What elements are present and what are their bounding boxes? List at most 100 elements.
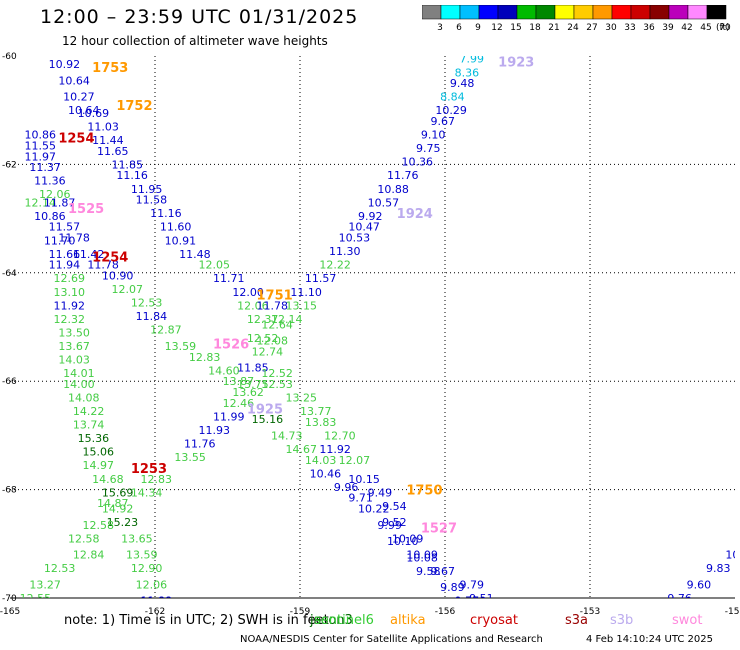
wave-height-point: 13.55	[174, 451, 206, 464]
wave-height-point: 12.05	[199, 259, 231, 272]
wave-height-point: 12.74	[252, 345, 284, 358]
wave-height-point: 10.08	[406, 551, 438, 564]
wave-height-point: 12.32	[54, 313, 86, 326]
wave-height-point: 11.66	[49, 248, 81, 261]
wave-height-point: 11.30	[329, 245, 361, 258]
wave-height-point: 13.77	[300, 405, 332, 418]
wave-height-point: 11.44	[92, 134, 124, 147]
wave-height-point: 13.67	[58, 340, 89, 353]
page-subtitle: 12 hour collection of altimeter wave hei…	[62, 34, 328, 48]
colorbar-tick-label: 12	[491, 23, 502, 33]
wave-height-point: 14.73	[271, 429, 303, 442]
wave-height-point: 12.06	[237, 299, 269, 312]
wave-height-point: 13.25	[286, 391, 318, 404]
wave-height-point: 12.55	[20, 592, 51, 605]
wave-height-point: 9.75	[416, 142, 441, 155]
wave-height-point: 12.53	[261, 378, 293, 391]
wave-height-point: 11.70	[44, 234, 75, 247]
wave-height-point: 12.69	[54, 272, 86, 285]
wave-height-point: 11.78	[87, 259, 119, 272]
wave-height-point: 11.48	[179, 248, 211, 261]
wave-height-point: 10.27	[63, 91, 95, 104]
wave-height-point: 10.09	[406, 549, 438, 562]
wave-height-point: 11.99	[213, 410, 245, 423]
wave-height-point: 9.51	[469, 592, 494, 605]
wave-height-point: 15.23	[107, 516, 138, 529]
wave-height-point: 11.57	[305, 272, 337, 285]
wave-height-point: 13.59	[165, 340, 197, 353]
pass-time-label: 1253	[131, 462, 167, 477]
wave-height-point: 11.76	[387, 169, 419, 182]
wave-height-point: 15.69	[102, 486, 134, 499]
colorbar-tick-label: 15	[510, 23, 521, 33]
wave-height-point: 11.42	[73, 248, 105, 261]
wave-height-point: 11.85	[237, 362, 269, 375]
wave-height-point: 10.15	[348, 473, 380, 486]
wave-height-point: 10.53	[339, 232, 371, 245]
wave-height-point: 10.64	[68, 104, 100, 117]
wave-height-point: 12.06	[39, 188, 71, 201]
wave-height-point: 11.55	[25, 139, 57, 152]
legend-item-s3a: s3a	[565, 613, 589, 628]
wave-height-point: 9.67	[431, 565, 456, 578]
wave-height-point: 11.87	[44, 196, 75, 209]
wave-height-point: 10.90	[102, 270, 134, 283]
wave-height-point: 9.10	[421, 129, 446, 142]
wave-height-point: 9.99	[377, 519, 402, 532]
wave-height-point: 11.97	[25, 150, 57, 163]
wave-height-point: 11.16	[116, 169, 148, 182]
wave-height-point: 12.00	[232, 286, 263, 299]
x-tick-label: -156	[435, 607, 456, 617]
wave-height-point: 11.76	[184, 438, 216, 451]
wave-height-point: 9.52	[382, 516, 407, 529]
wave-height-point: 9.83	[706, 562, 731, 575]
wave-height-point: 8.84	[440, 91, 465, 104]
wave-height-point: 13.15	[286, 299, 318, 312]
colorbar-tick-label: 21	[548, 23, 559, 33]
pass-time-label: 1750	[406, 484, 442, 499]
wave-height-point: 10.46	[310, 467, 342, 480]
wave-height-point: 14.60	[208, 364, 240, 377]
wave-height-point: 11.57	[49, 221, 81, 234]
wave-height-point: 13.65	[121, 532, 152, 545]
pass-time-label: 1527	[421, 522, 457, 537]
wave-height-point: 13.62	[232, 386, 263, 399]
wave-height-point: 12.53	[131, 297, 163, 310]
wave-height-point: 15.16	[252, 413, 284, 426]
legend-item-cryosat: cryosat	[470, 613, 518, 628]
wave-height-point: 10.64	[58, 74, 89, 87]
wave-height-point: 14.67	[286, 443, 318, 456]
wave-height-point: 8.36	[455, 66, 480, 79]
wave-height-point: 12.83	[141, 473, 173, 486]
wave-height-point: 9.48	[450, 77, 475, 90]
wave-height-point: 9.89	[440, 581, 465, 594]
wave-height-point: 10	[735, 619, 740, 632]
footer-credit: NOAA/NESDIS Center for Satellite Applica…	[240, 634, 543, 645]
wave-height-point: 9.67	[431, 115, 456, 128]
wave-height-point: 11.94	[49, 259, 81, 272]
y-tick-label: -66	[2, 377, 17, 387]
wave-height-point: 13.75	[237, 378, 269, 391]
wave-height-point: 12.84	[73, 549, 105, 562]
footer-timestamp: 4 Feb 14:10:24 UTC 2025	[586, 634, 713, 645]
colorbar-unit: (ft)	[716, 23, 730, 33]
wave-height-point: 12.37	[247, 313, 278, 326]
pass-time-label: 1254	[92, 251, 128, 266]
wave-height-point: 14.34	[131, 486, 163, 499]
legend-item-swot: swot	[672, 613, 703, 628]
wave-height-point: 12.58	[68, 532, 100, 545]
legend-item-jason3: jason3	[310, 613, 353, 628]
wave-height-point: 12.14	[25, 196, 57, 209]
pass-time-label: 1751	[257, 288, 293, 303]
legend-item-altika: altika	[390, 613, 426, 628]
wave-height-point: 9.54	[382, 500, 407, 513]
wave-height-point: 14.01	[63, 367, 95, 380]
wave-height-point: 10.92	[49, 58, 81, 71]
wave-height-point: 11.36	[34, 175, 66, 188]
colorbar-tick-label: 30	[605, 23, 617, 33]
page-title: 12:00 – 23:59 UTC 01/31/2025	[40, 6, 359, 28]
pass-time-label: 1525	[68, 202, 104, 217]
wave-height-point: 13.10	[54, 286, 86, 299]
wave-height-point: 12.53	[44, 562, 75, 575]
